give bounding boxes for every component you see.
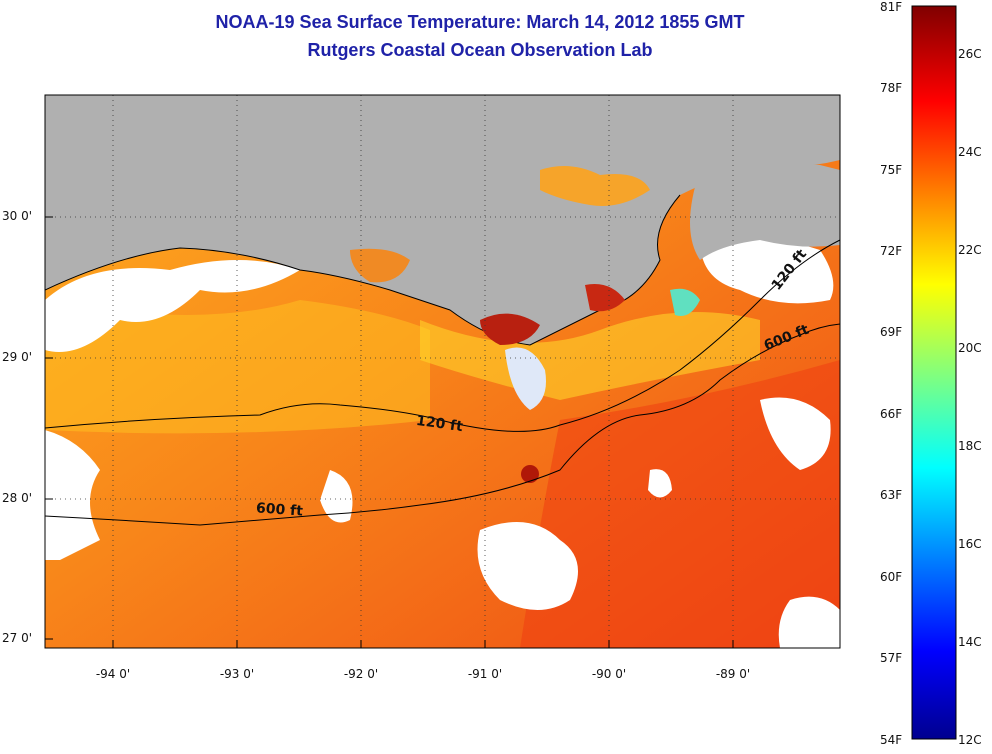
marsh-hot [480, 313, 540, 345]
colorbar-c-label: 18C [958, 439, 982, 453]
colorbar-c-label: 26C [958, 47, 982, 61]
axis-ticks [45, 216, 734, 648]
land-mass [45, 95, 840, 345]
colorbar [911, 5, 957, 740]
isobath-600ft [44, 323, 841, 526]
colorbar-c-label: 20C [958, 341, 982, 355]
cloud-patch [778, 596, 840, 648]
cool-water-nearshore [420, 312, 760, 400]
lat-tick-label: 30 0' [2, 209, 33, 223]
colorbar-f-label: 63F [880, 488, 903, 502]
colorbar-f-label: 78F [880, 81, 903, 95]
colorbar-c-label: 24C [958, 145, 982, 159]
cloud-patch [45, 260, 300, 352]
contour-label: 600 ft [255, 500, 304, 520]
colorbar-f-label: 75F [880, 163, 903, 177]
lon-tick-label: -89 0' [715, 667, 751, 681]
warm-water-patch [520, 360, 840, 648]
colorbar-f-label: 81F [880, 0, 903, 14]
marsh-hot [585, 284, 625, 312]
cool-inlet [670, 288, 700, 316]
grid-lines [45, 95, 840, 648]
cloud-patch [760, 397, 831, 470]
cool-water-patch [45, 300, 430, 434]
estuary-water [540, 166, 650, 206]
map-title: NOAA-19 Sea Surface Temperature: March 1… [215, 12, 745, 32]
lon-tick-label: -91 0' [467, 667, 503, 681]
lon-tick-label: -94 0' [95, 667, 131, 681]
isobath-120ft [44, 239, 841, 432]
colorbar-f-label: 72F [880, 244, 903, 258]
colorbar-c-label: 14C [958, 635, 982, 649]
colorbar-f-label: 54F [880, 733, 903, 747]
colorbar-c-label: 12C [958, 733, 982, 747]
coastline [45, 194, 681, 346]
colorbar-c-label: 22C [958, 243, 982, 257]
plot-frame [44, 94, 841, 649]
colorbar-f-label: 60F [880, 570, 903, 584]
lat-tick-label: 27 0' [2, 631, 33, 645]
cloud-patch [648, 469, 672, 498]
lat-tick-label: 29 0' [2, 350, 33, 364]
colorbar-c-label: 16C [958, 537, 982, 551]
cloud-patch [505, 347, 546, 410]
cloud-patch [700, 236, 834, 304]
lon-tick-label: -92 0' [343, 667, 379, 681]
cloud-patch [320, 470, 353, 523]
estuary-water [350, 248, 410, 283]
land-mass [690, 163, 840, 260]
lon-tick-label: -93 0' [219, 667, 255, 681]
colorbar-f-label: 57F [880, 651, 903, 665]
colorbar-f-label: 66F [880, 407, 903, 421]
lat-tick-label: 28 0' [2, 491, 33, 505]
warm-eddy [521, 465, 539, 483]
lon-tick-label: -90 0' [591, 667, 627, 681]
cloud-patch [477, 522, 578, 610]
colorbar-f-label: 69F [880, 325, 903, 339]
cloud-patch [45, 430, 100, 560]
map-subtitle: Rutgers Coastal Ocean Observation Lab [307, 40, 653, 60]
